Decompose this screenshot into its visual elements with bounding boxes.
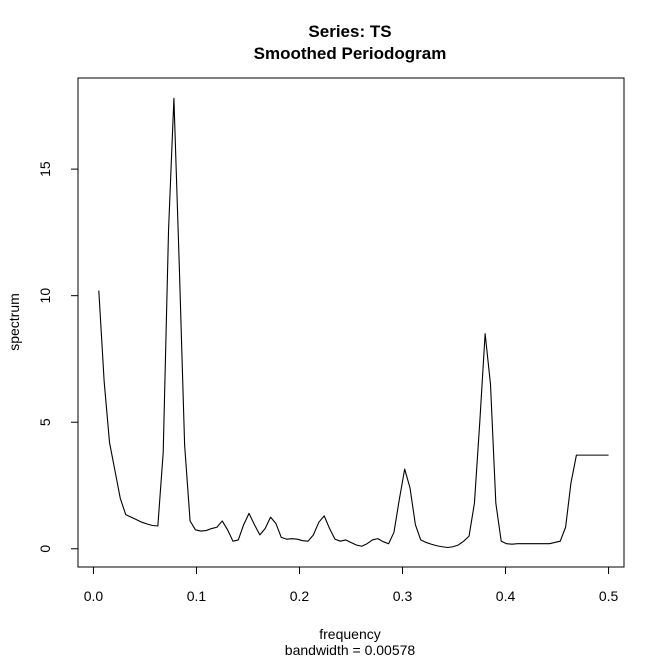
- x-axis-label: frequency: [319, 626, 380, 642]
- x-axis-bandwidth-note: bandwidth = 0.00578: [285, 642, 416, 658]
- y-axis: 0 5 10 15: [37, 161, 78, 553]
- y-tick-label: 15: [37, 161, 53, 177]
- x-axis: 0.0 0.1 0.2 0.3 0.4 0.5: [84, 567, 619, 604]
- y-tick-label: 5: [37, 418, 53, 426]
- chart-subtitle: Smoothed Periodogram: [254, 44, 447, 63]
- y-tick-label: 10: [37, 288, 53, 304]
- x-tick-label: 0.2: [290, 588, 310, 604]
- x-tick-label: 0.5: [599, 588, 619, 604]
- x-tick-label: 0.4: [496, 588, 516, 604]
- x-tick-label: 0.1: [187, 588, 207, 604]
- spectrum-series-line: [98, 97, 609, 549]
- x-tick-label: 0.3: [393, 588, 413, 604]
- plot-frame: [77, 77, 625, 568]
- chart-title: Series: TS: [308, 22, 391, 41]
- x-tick-label: 0.0: [84, 588, 104, 604]
- y-axis-label: spectrum: [6, 293, 22, 351]
- y-tick-label: 0: [37, 545, 53, 553]
